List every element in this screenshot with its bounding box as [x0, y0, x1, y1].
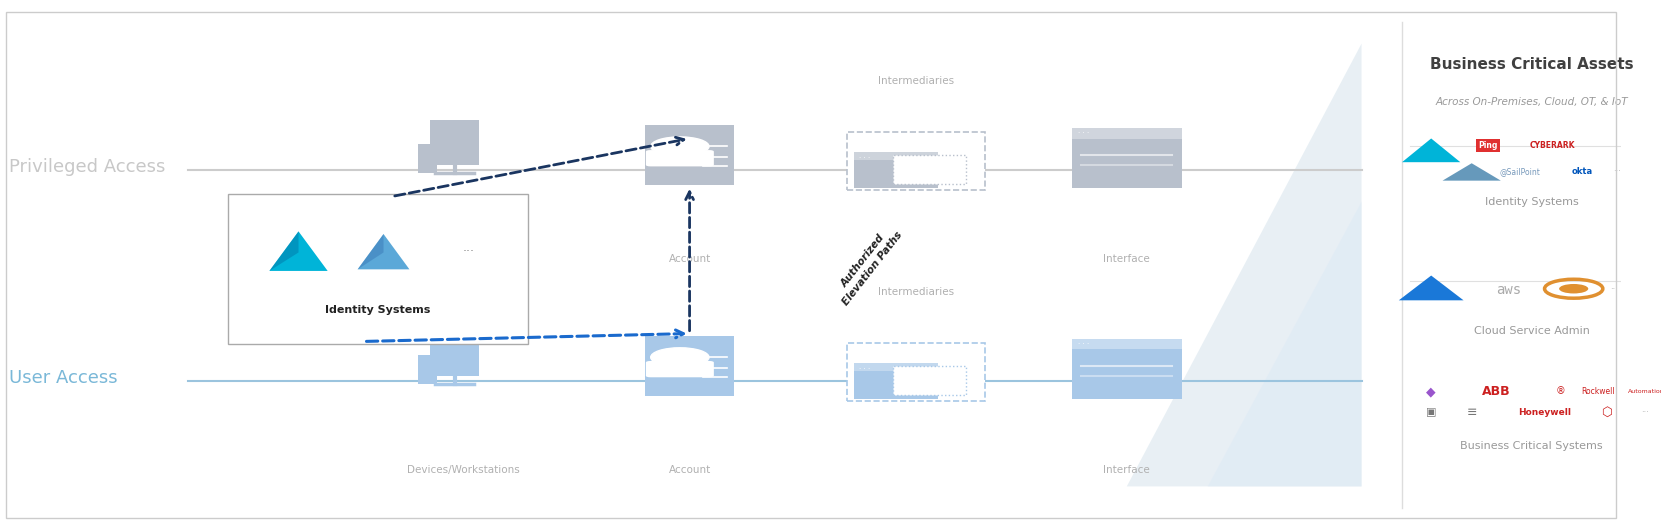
Circle shape — [1560, 284, 1588, 294]
Text: · · ·: · · · — [1078, 130, 1090, 136]
Text: Business Critical Systems: Business Critical Systems — [1460, 441, 1603, 451]
Text: · · ·: · · · — [1078, 341, 1090, 347]
Polygon shape — [269, 232, 299, 271]
FancyBboxPatch shape — [847, 132, 985, 190]
FancyBboxPatch shape — [854, 363, 938, 370]
Text: okta: okta — [1571, 167, 1593, 176]
Text: Interface: Interface — [1103, 465, 1149, 475]
FancyBboxPatch shape — [1071, 339, 1183, 349]
Polygon shape — [1399, 276, 1463, 301]
Text: · · ·: · · · — [859, 155, 870, 161]
Text: Devices/Workstations: Devices/Workstations — [407, 465, 520, 475]
Text: ◆: ◆ — [1427, 385, 1437, 398]
FancyBboxPatch shape — [1071, 339, 1183, 399]
Text: Cloud Service Admin: Cloud Service Admin — [1473, 326, 1590, 336]
Text: Automation: Automation — [1628, 389, 1661, 394]
Polygon shape — [1126, 43, 1362, 487]
Text: ···: ··· — [1610, 285, 1618, 294]
Polygon shape — [269, 232, 327, 271]
Polygon shape — [357, 234, 410, 269]
Polygon shape — [1442, 163, 1502, 181]
Text: Identity Systems: Identity Systems — [1485, 197, 1578, 207]
Text: ···: ··· — [462, 245, 475, 258]
Text: Rockwell: Rockwell — [1581, 387, 1614, 396]
FancyBboxPatch shape — [854, 152, 938, 188]
Text: ⬡: ⬡ — [1601, 406, 1611, 419]
FancyBboxPatch shape — [854, 152, 938, 160]
Polygon shape — [1402, 138, 1460, 162]
FancyBboxPatch shape — [892, 155, 965, 184]
Text: Account: Account — [668, 465, 711, 475]
Polygon shape — [357, 234, 384, 269]
Text: ABB: ABB — [1482, 385, 1510, 398]
FancyBboxPatch shape — [1071, 128, 1183, 138]
Text: ®: ® — [1556, 386, 1566, 396]
FancyBboxPatch shape — [1071, 128, 1183, 188]
Text: ▣: ▣ — [1425, 408, 1437, 418]
Text: ···: ··· — [1613, 167, 1621, 176]
Text: · · ·: · · · — [859, 366, 870, 372]
Circle shape — [651, 137, 709, 156]
Text: aws: aws — [1497, 283, 1521, 297]
Text: Intermediaries: Intermediaries — [879, 76, 955, 86]
FancyBboxPatch shape — [854, 363, 938, 399]
FancyBboxPatch shape — [847, 343, 985, 401]
Polygon shape — [1208, 202, 1362, 487]
FancyBboxPatch shape — [430, 120, 478, 165]
Text: Authorized
Elevation Paths: Authorized Elevation Paths — [830, 223, 904, 307]
Text: Business Critical Assets: Business Critical Assets — [1430, 57, 1633, 72]
Text: Ping: Ping — [1478, 141, 1498, 150]
Text: CYBERARK: CYBERARK — [1530, 141, 1575, 150]
Circle shape — [651, 348, 709, 367]
Text: @SailPoint: @SailPoint — [1500, 167, 1541, 176]
FancyBboxPatch shape — [417, 144, 437, 173]
Text: Privileged Access: Privileged Access — [10, 158, 166, 176]
Text: Interface: Interface — [1103, 254, 1149, 264]
Text: User Access: User Access — [10, 369, 118, 387]
FancyBboxPatch shape — [644, 125, 734, 186]
Text: Intermediaries: Intermediaries — [879, 287, 955, 297]
FancyBboxPatch shape — [228, 194, 528, 344]
Text: Identity Systems: Identity Systems — [326, 305, 430, 314]
Text: Devices/Workstations: Devices/Workstations — [407, 254, 520, 264]
Text: Honeywell: Honeywell — [1518, 408, 1571, 417]
FancyBboxPatch shape — [644, 335, 734, 396]
FancyBboxPatch shape — [417, 355, 437, 384]
Text: Across On-Premises, Cloud, OT, & IoT: Across On-Premises, Cloud, OT, & IoT — [1435, 96, 1628, 107]
Text: Account: Account — [668, 254, 711, 264]
Text: ≡: ≡ — [1467, 406, 1477, 419]
Text: ···: ··· — [1641, 408, 1649, 417]
FancyBboxPatch shape — [892, 366, 965, 395]
FancyBboxPatch shape — [646, 150, 714, 166]
FancyBboxPatch shape — [646, 361, 714, 377]
FancyBboxPatch shape — [430, 331, 478, 376]
